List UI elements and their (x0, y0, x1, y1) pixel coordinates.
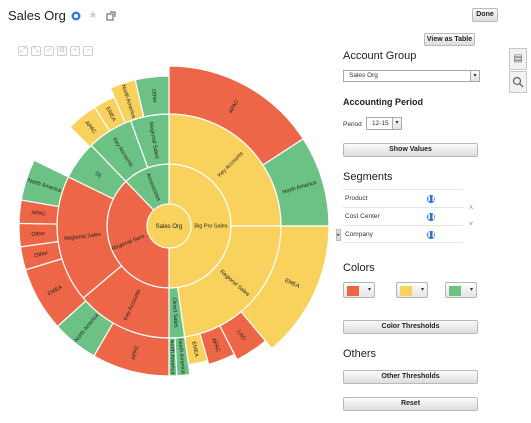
ring3-label: North America (169, 339, 176, 375)
segment-label: Cost Center (345, 213, 380, 220)
sunburst-center[interactable] (146, 203, 192, 249)
chevron-down-icon[interactable]: ▾ (470, 71, 479, 81)
ring2-label: DL (94, 171, 103, 180)
color-chip (347, 286, 359, 296)
color-thresholds-button[interactable]: Color Thresholds (343, 320, 478, 334)
ring3-segment[interactable] (134, 75, 170, 118)
share-icon[interactable] (106, 11, 116, 21)
period-value: 12-15 (372, 120, 389, 127)
pause-icon[interactable]: ❚❚ (427, 231, 436, 239)
color-swatch-low[interactable]: ▾ (343, 282, 375, 298)
pause-icon[interactable]: ❚❚ (427, 213, 436, 221)
page-title: Sales Org (8, 8, 66, 23)
search-icon[interactable] (509, 71, 527, 93)
reset-button[interactable]: Reset (343, 397, 478, 411)
settings-icon[interactable]: ⚙ (57, 46, 67, 56)
chevron-down-icon[interactable]: ▾ (392, 118, 401, 129)
ring3-label: Other (31, 231, 45, 238)
others-heading: Others (343, 348, 377, 360)
chevron-down-icon: ▾ (367, 287, 371, 293)
ring2-label: Direct Sales (171, 298, 179, 328)
ring1-label: Big Pro Sales (194, 223, 228, 229)
ring3-label: Other (150, 89, 158, 104)
color-chip (449, 286, 461, 296)
expand-icon[interactable]: ⤢ (18, 46, 28, 56)
ring2-label: Regional Sales (64, 232, 102, 242)
segment-row-company[interactable]: Company ❚❚ (343, 225, 463, 243)
ring3-label: LAO (235, 329, 246, 342)
ring3-segment[interactable] (240, 225, 330, 350)
chevron-down-icon: ▾ (469, 287, 473, 293)
zoom-out-icon[interactable]: − (83, 46, 93, 56)
segment-label: Company (345, 231, 373, 238)
account-group-select[interactable]: Sales Org ▾ (343, 70, 480, 82)
done-button[interactable]: Done (472, 8, 498, 22)
account-group-heading: Account Group (343, 50, 417, 62)
document-icon[interactable]: ▤ (509, 48, 527, 70)
colors-heading: Colors (343, 262, 375, 274)
move-up-icon[interactable]: ˄ (469, 205, 474, 212)
account-group-value: Sales Org (349, 72, 378, 79)
zoom-in-icon[interactable]: + (70, 46, 80, 56)
color-swatch-high[interactable]: ▾ (445, 282, 477, 298)
segment-row-cost-center[interactable]: Cost Center ❚❚ (343, 207, 463, 225)
segments-heading: Segments (343, 171, 393, 183)
check-icon[interactable]: ✓ (44, 46, 54, 56)
chevron-down-icon: ▾ (420, 287, 424, 293)
other-thresholds-button[interactable]: Other Thresholds (343, 370, 478, 384)
show-values-button[interactable]: Show Values (343, 143, 478, 157)
segment-row-product[interactable]: Product ❚❚ (343, 189, 463, 207)
ring3-label: APAC (210, 337, 221, 353)
color-swatch-mid[interactable]: ▾ (396, 282, 428, 298)
view-as-table-button[interactable]: View as Table (424, 33, 475, 46)
color-chip (400, 286, 412, 296)
ring3-label: EMEA (190, 341, 199, 358)
sunburst-center-label: Sales Org (156, 224, 183, 230)
info-icon[interactable] (71, 11, 81, 21)
accounting-period-heading: Accounting Period (343, 97, 424, 107)
ring3-label: Other (34, 250, 49, 259)
ring3-segment[interactable] (20, 159, 70, 208)
period-label: Period (343, 121, 362, 128)
ring3-label: APAC (31, 210, 46, 217)
star-icon[interactable]: ★ (88, 10, 98, 21)
pause-icon[interactable]: ❚❚ (427, 195, 436, 203)
move-down-icon[interactable]: ˅ (469, 221, 474, 228)
segment-label: Product (345, 195, 368, 202)
collapse-panel-handle[interactable]: ▸ (336, 229, 341, 241)
period-select[interactable]: 12-15 ▾ (366, 117, 402, 130)
ring3-label: APAC (131, 345, 141, 361)
ring3-label: North America (176, 339, 185, 375)
collapse-icon[interactable]: ⤡ (31, 46, 41, 56)
